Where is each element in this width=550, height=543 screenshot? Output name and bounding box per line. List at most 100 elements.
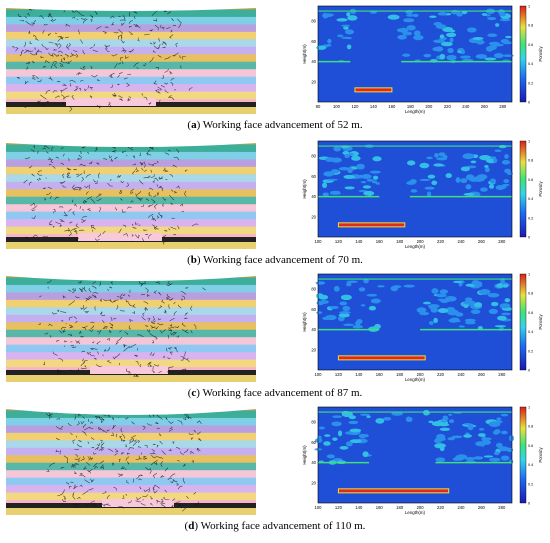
x-tick-label: 180 <box>407 104 415 109</box>
high-porosity-band <box>354 87 393 93</box>
colorbar-tick-label: 0 <box>528 236 530 240</box>
colorbar-tick-label: 0.8 <box>528 292 533 296</box>
stratum-layer <box>6 485 256 494</box>
y-tick-label: 20 <box>311 214 316 219</box>
stratum-layer <box>6 204 256 213</box>
heatmap-area <box>318 6 512 102</box>
y-tick-label: 40 <box>311 194 316 199</box>
colorbar <box>519 406 527 504</box>
stratum-layer <box>6 174 256 183</box>
stratum-layer <box>6 307 256 316</box>
y-tick-label: 80 <box>311 420 316 425</box>
stratum-layer <box>6 226 256 235</box>
stratum-layer <box>6 24 256 33</box>
x-tick-label: 180 <box>396 372 404 377</box>
panel-b: 100 120 140 160 180 200 220 240 260 280 80 60 40 20 Le… <box>0 137 550 268</box>
panel-letter: c <box>191 387 197 399</box>
y-axis-label: Height(m) <box>302 179 307 199</box>
porosity-blobs <box>315 277 513 332</box>
stratum-layer <box>6 374 256 382</box>
stratum-layer <box>6 352 256 361</box>
x-tick-label: 200 <box>417 505 425 510</box>
colorbar-tick-label: 0.8 <box>528 24 533 28</box>
x-tick-label: 240 <box>462 104 470 109</box>
x-tick-label: 160 <box>376 505 384 510</box>
stratum-layer <box>6 329 256 338</box>
panel-caption: (c) Working face advancement of 87 m. <box>187 387 363 399</box>
x-tick-label: 200 <box>425 104 433 109</box>
colorbar-tick-label: 0.4 <box>528 330 533 334</box>
stratum-layer <box>6 84 256 93</box>
y-axis-label: Height(m) <box>302 44 307 64</box>
colorbar-tick-label: 0 <box>528 101 530 105</box>
y-tick-label: 20 <box>311 480 316 485</box>
colorbar-tick-label: 1 <box>528 273 530 277</box>
stratum-layer <box>6 440 256 449</box>
stratum-layer <box>6 470 256 479</box>
x-tick-label: 160 <box>388 104 396 109</box>
colorbar-tick-label: 0.6 <box>528 178 533 182</box>
high-porosity-band <box>337 222 406 228</box>
y-tick-label: 80 <box>311 19 316 24</box>
x-tick-label: 100 <box>333 104 341 109</box>
panel-caption: (a) Working face advancement of 52 m. <box>187 119 363 131</box>
panel-caption: (d) Working face advancement of 110 m. <box>184 520 366 532</box>
porosity-blobs <box>316 8 514 64</box>
x-tick-label: 140 <box>355 505 363 510</box>
x-tick-label: 200 <box>417 239 425 244</box>
y-tick-label: 60 <box>311 440 316 445</box>
colorbar <box>519 5 527 103</box>
x-tick-label: 100 <box>315 239 323 244</box>
plot-frame <box>317 406 513 504</box>
colorbar-tick-label: 0.2 <box>528 216 533 220</box>
goaf-area <box>90 366 168 374</box>
high-porosity-band <box>337 488 450 494</box>
colorbar-tick-label: 1 <box>528 140 530 144</box>
colorbar-tick-label: 1 <box>528 5 530 9</box>
y-tick-label: 40 <box>311 460 316 465</box>
stratum-layer <box>6 425 256 434</box>
stratum-layer <box>6 189 256 198</box>
x-tick-label: 100 <box>315 505 323 510</box>
colorbar-tick-label: 0.2 <box>528 482 533 486</box>
heatmap-area <box>318 274 512 370</box>
fracture-network <box>45 403 202 512</box>
surface-profile <box>6 2 256 11</box>
x-tick-label: 280 <box>499 104 507 109</box>
colorbar-tick-label: 0.4 <box>528 62 533 66</box>
stratum-layer <box>6 359 256 368</box>
stratum-layer <box>6 91 256 100</box>
x-tick-label: 140 <box>370 104 378 109</box>
x-tick-label: 180 <box>396 239 404 244</box>
stratum-layer <box>6 166 256 175</box>
colorbar-tick-label: 0.2 <box>528 349 533 353</box>
stratum-layer <box>6 417 256 426</box>
strata-simulation-image <box>6 403 256 515</box>
stratum-layer <box>6 9 256 18</box>
x-tick-label: 180 <box>396 505 404 510</box>
x-tick-label: 100 <box>315 372 323 377</box>
strata-simulation-image <box>6 2 256 114</box>
stratum-layer <box>6 507 256 515</box>
x-tick-label: 280 <box>498 239 506 244</box>
stratum-layer <box>6 106 256 114</box>
x-tick-label: 120 <box>335 505 343 510</box>
x-tick-label: 140 <box>355 239 363 244</box>
colorbar-tick-label: 0 <box>528 502 530 506</box>
y-tick-label: 80 <box>311 154 316 159</box>
colorbar-tick-label: 0.6 <box>528 43 533 47</box>
colorbar-tick-label: 0.4 <box>528 463 533 467</box>
porosity-heatmap: 80 100 120 140 160 180 200 220 240 260 28080604020… <box>302 5 543 115</box>
x-axis-label: Length(m) <box>405 377 426 382</box>
panel-letter: a <box>191 119 197 131</box>
y-tick-label: 60 <box>311 307 316 312</box>
surface-profile <box>6 403 256 415</box>
caption-text: Working face advancement of 87 m. <box>202 387 363 399</box>
porosity-blobs <box>318 144 513 198</box>
x-axis-label: Length(m) <box>405 244 426 249</box>
caption-text: Working face advancement of 70 m. <box>203 254 363 266</box>
stratum-layer <box>6 31 256 40</box>
caption-text: Working face advancement of 110 m. <box>200 520 366 532</box>
stratum-layer <box>6 61 256 70</box>
stratum-layer <box>6 477 256 486</box>
